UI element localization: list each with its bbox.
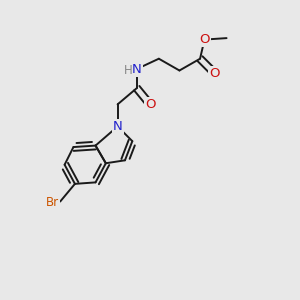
Text: H: H — [124, 64, 132, 77]
Text: N: N — [113, 120, 122, 133]
Text: O: O — [209, 67, 220, 80]
Text: N: N — [132, 62, 142, 76]
Text: O: O — [145, 98, 155, 111]
Text: Br: Br — [46, 196, 59, 209]
Text: O: O — [199, 33, 210, 46]
